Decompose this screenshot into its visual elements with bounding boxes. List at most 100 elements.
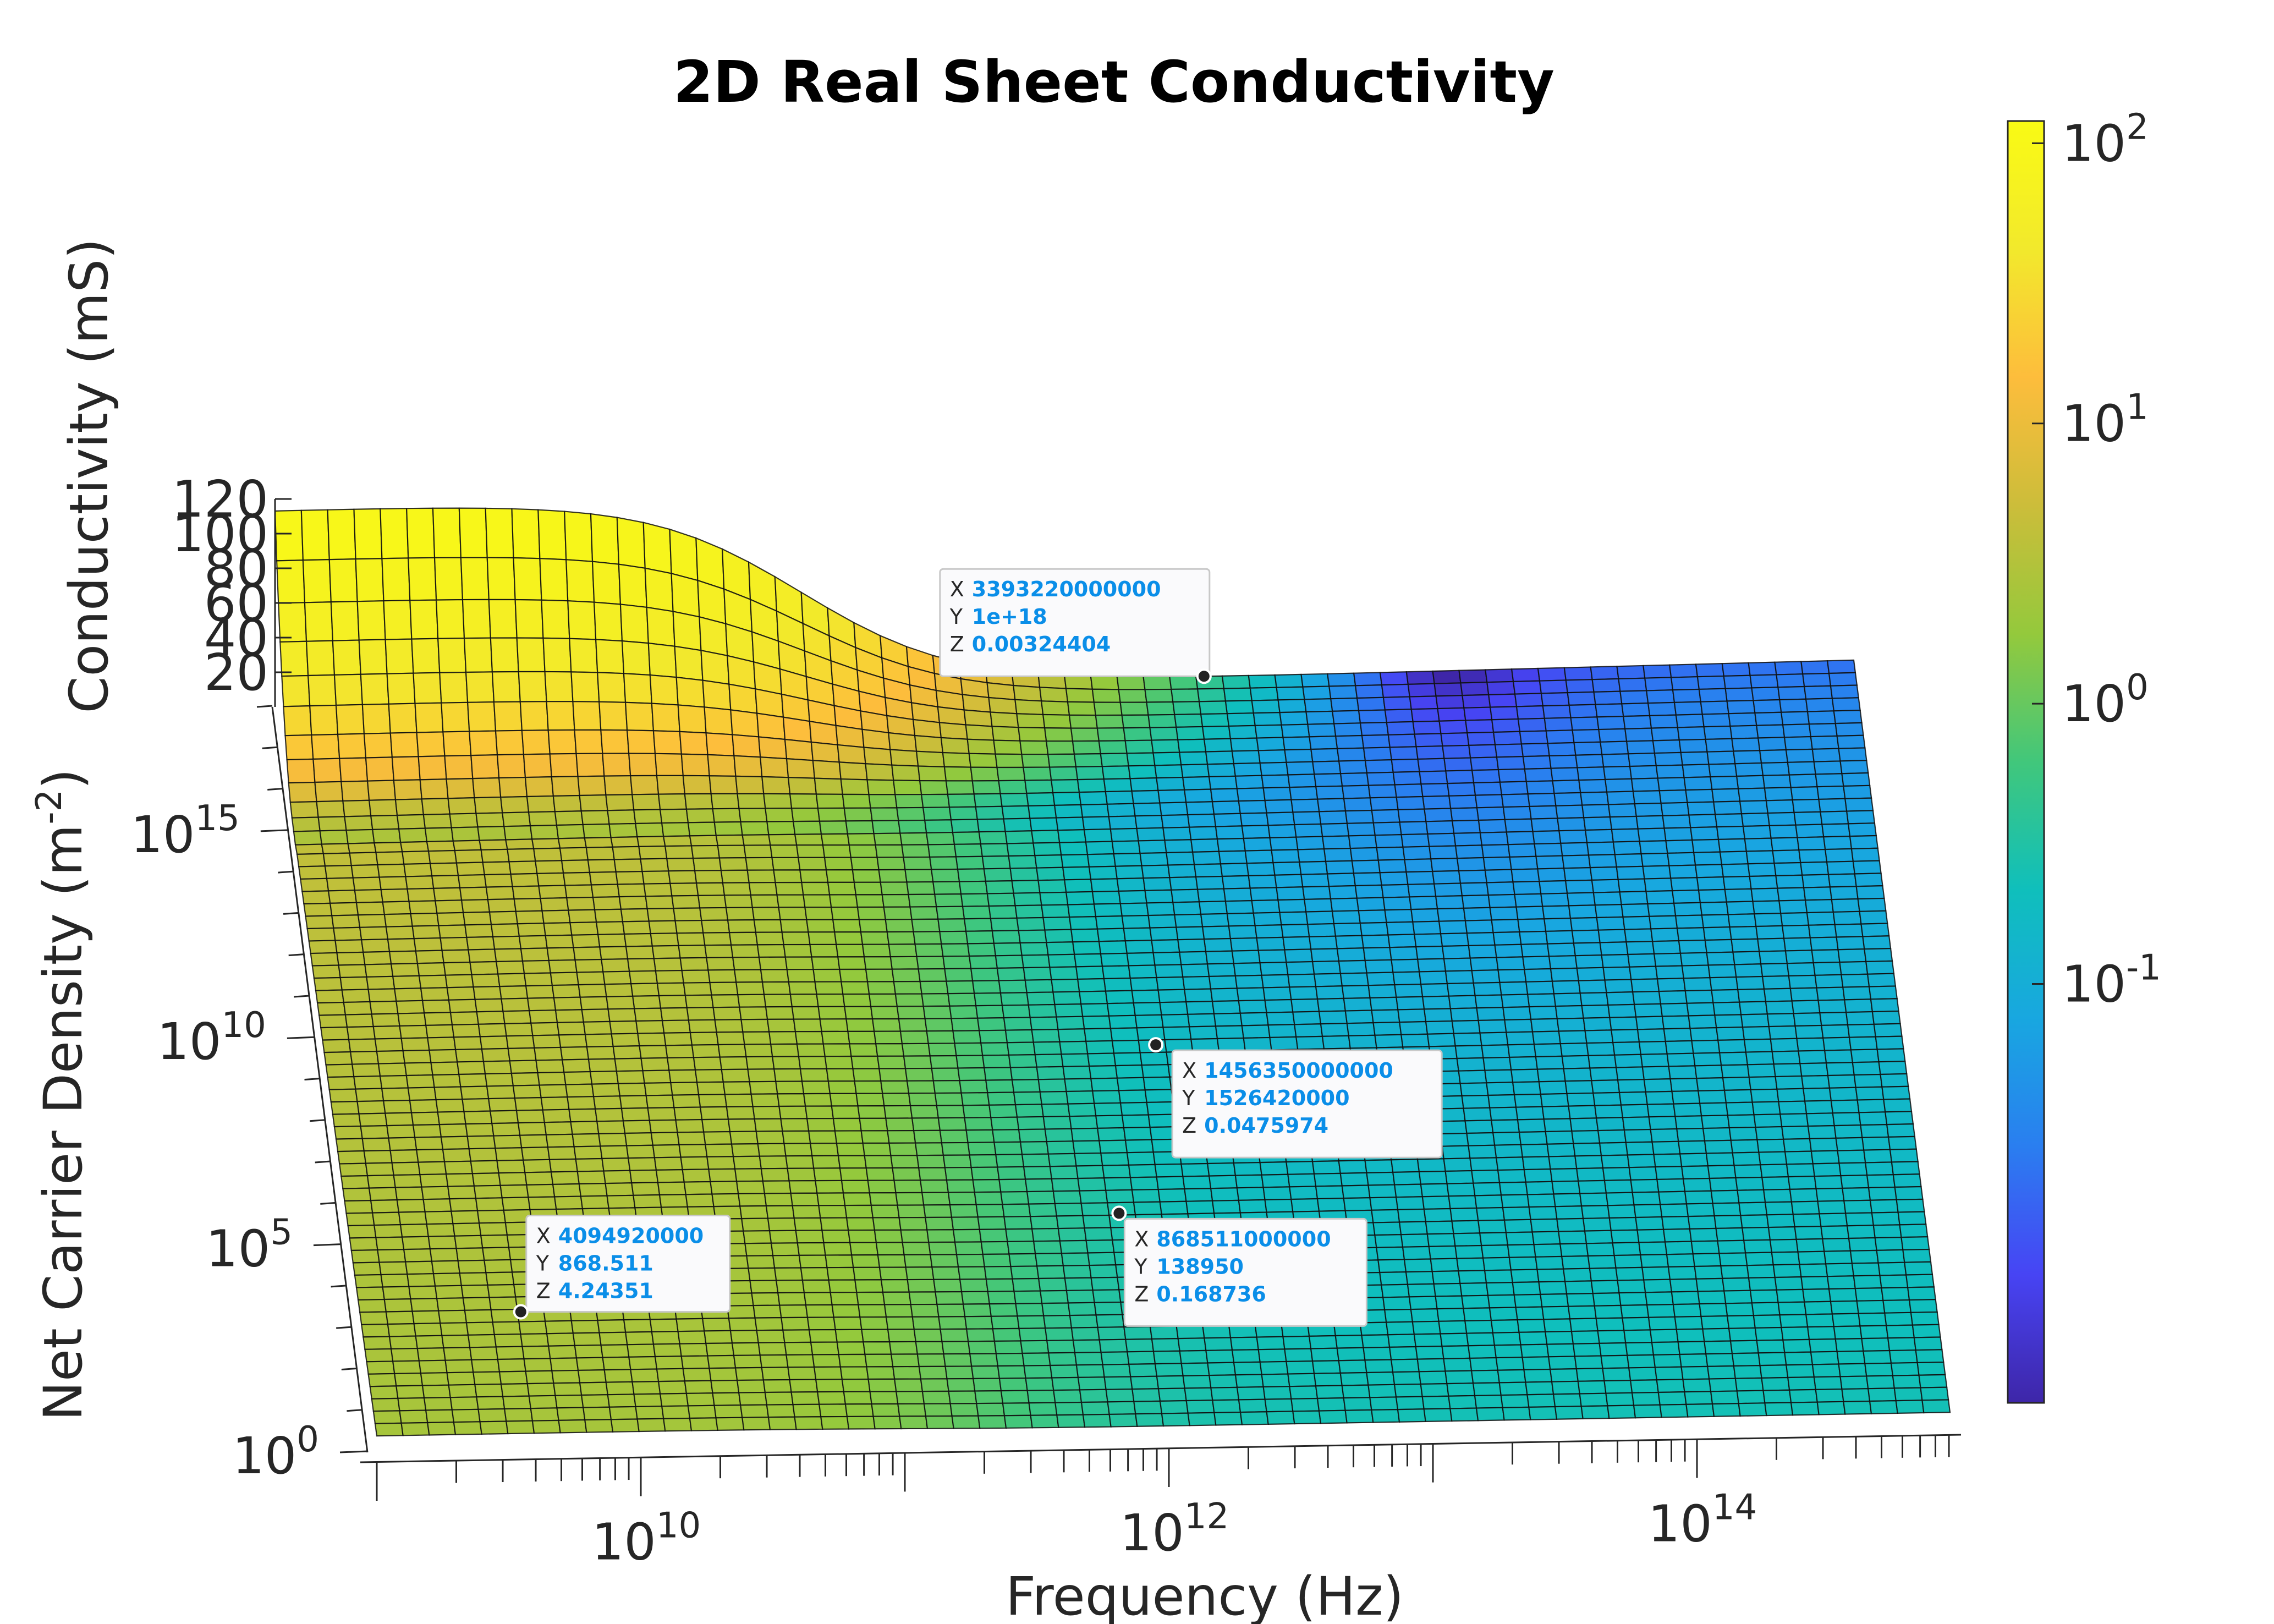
surface-cell (1677, 726, 1706, 741)
surface-cell (1491, 1119, 1520, 1134)
surface-cell (770, 1242, 800, 1257)
surface-cell (1333, 922, 1363, 937)
surface-cell (484, 1072, 514, 1087)
surface-cell (1474, 1394, 1503, 1409)
surface-cell (1507, 1244, 1536, 1258)
surface-cell (1833, 709, 1863, 725)
surface-cell (1729, 725, 1759, 739)
surface-cell (444, 1359, 474, 1374)
surface-cell (1119, 902, 1149, 917)
surface-cell (506, 1420, 535, 1435)
surface-cell (307, 674, 337, 707)
surface-cell (974, 1191, 1003, 1205)
surface-cell (1458, 1069, 1487, 1084)
surface-cell (1253, 711, 1282, 727)
surface-cell (538, 885, 568, 899)
surface-cell (508, 860, 538, 875)
surface-cell (949, 1204, 979, 1218)
surface-cell (1262, 986, 1292, 1001)
surface-cell (1408, 1296, 1438, 1310)
surface-cell (1044, 1327, 1074, 1341)
surface-cell (1649, 1329, 1679, 1343)
surface-cell (826, 1068, 855, 1082)
surface-cell (1196, 688, 1227, 703)
surface-cell (1722, 1076, 1751, 1091)
y-tick (256, 705, 273, 708)
surface-cell (662, 835, 693, 847)
surface-cell (1151, 939, 1180, 953)
surface-cell (825, 1254, 854, 1269)
surface-cell (784, 1341, 814, 1356)
surface-cell (501, 1197, 531, 1211)
surface-cell (1795, 1238, 1825, 1253)
surface-cell (1441, 1145, 1471, 1160)
surface-cell (1679, 1353, 1709, 1368)
surface-cell (930, 1254, 959, 1268)
surface-cell (1241, 825, 1271, 840)
surface-cell (407, 1273, 436, 1287)
surface-cell (1128, 964, 1157, 979)
data-tip-marker[interactable] (1148, 1037, 1164, 1053)
surface-cell (1858, 1312, 1887, 1327)
surface-cell (737, 1193, 767, 1207)
surface-cell (787, 1366, 817, 1381)
surface-cell (1635, 1016, 1665, 1030)
surface-cell (1440, 1132, 1469, 1147)
surface-cell (1724, 888, 1754, 903)
surface-cell (650, 1132, 680, 1146)
surface-cell (773, 1068, 803, 1082)
surface-cell (695, 882, 726, 896)
data-tip-marker[interactable] (513, 1304, 529, 1320)
surface-cell (1687, 1215, 1717, 1230)
surface-cell (1630, 1178, 1660, 1193)
surface-cell (1016, 917, 1046, 931)
surface-cell (1336, 1347, 1366, 1362)
surface-cell (1072, 1140, 1102, 1155)
surface-cell (1910, 1311, 1940, 1326)
surface-cell (867, 1378, 897, 1392)
surface-cell (353, 1075, 383, 1090)
surface-cell (1149, 726, 1179, 741)
surface-cell (1308, 935, 1338, 950)
surface-cell (579, 996, 609, 1011)
surface-cell (519, 701, 549, 731)
chart-title: 2D Real Sheet Conductivity (673, 48, 1555, 116)
surface-cell (572, 1332, 602, 1347)
surface-cell (1471, 769, 1501, 784)
surface-cell (1762, 1389, 1792, 1404)
data-tip-marker[interactable] (1196, 668, 1212, 684)
surface-cell (565, 559, 595, 603)
surface-cell (1539, 880, 1568, 895)
surface-cell (300, 509, 330, 561)
surface-cell (679, 957, 709, 972)
surface-cell (597, 672, 627, 703)
surface-cell (1639, 840, 1668, 855)
data-tip-marker[interactable] (1111, 1205, 1127, 1221)
surface-cell (1113, 1052, 1143, 1067)
surface-cell (1451, 1220, 1481, 1235)
surface-cell (1825, 1263, 1855, 1277)
surface-cell (1162, 1026, 1192, 1041)
surface-cell (1461, 1094, 1491, 1109)
surface-cell (1661, 1015, 1691, 1030)
surface-cell (1346, 1022, 1376, 1036)
surface-cell (1257, 1348, 1287, 1363)
surface-cell (1496, 756, 1526, 771)
surface-cell (1786, 1364, 1815, 1379)
surface-cell (1785, 748, 1815, 763)
surface-cell (754, 688, 784, 718)
surface-cell (887, 1329, 917, 1343)
surface-cell (705, 1143, 734, 1157)
surface-cell (758, 956, 788, 970)
surface-cell (1085, 1239, 1115, 1254)
surface-cell (1012, 1277, 1041, 1292)
surface-cell (1465, 1332, 1496, 1347)
surface-cell (754, 1118, 783, 1132)
surface-cell (1053, 1389, 1083, 1403)
surface-cell (1374, 834, 1404, 849)
